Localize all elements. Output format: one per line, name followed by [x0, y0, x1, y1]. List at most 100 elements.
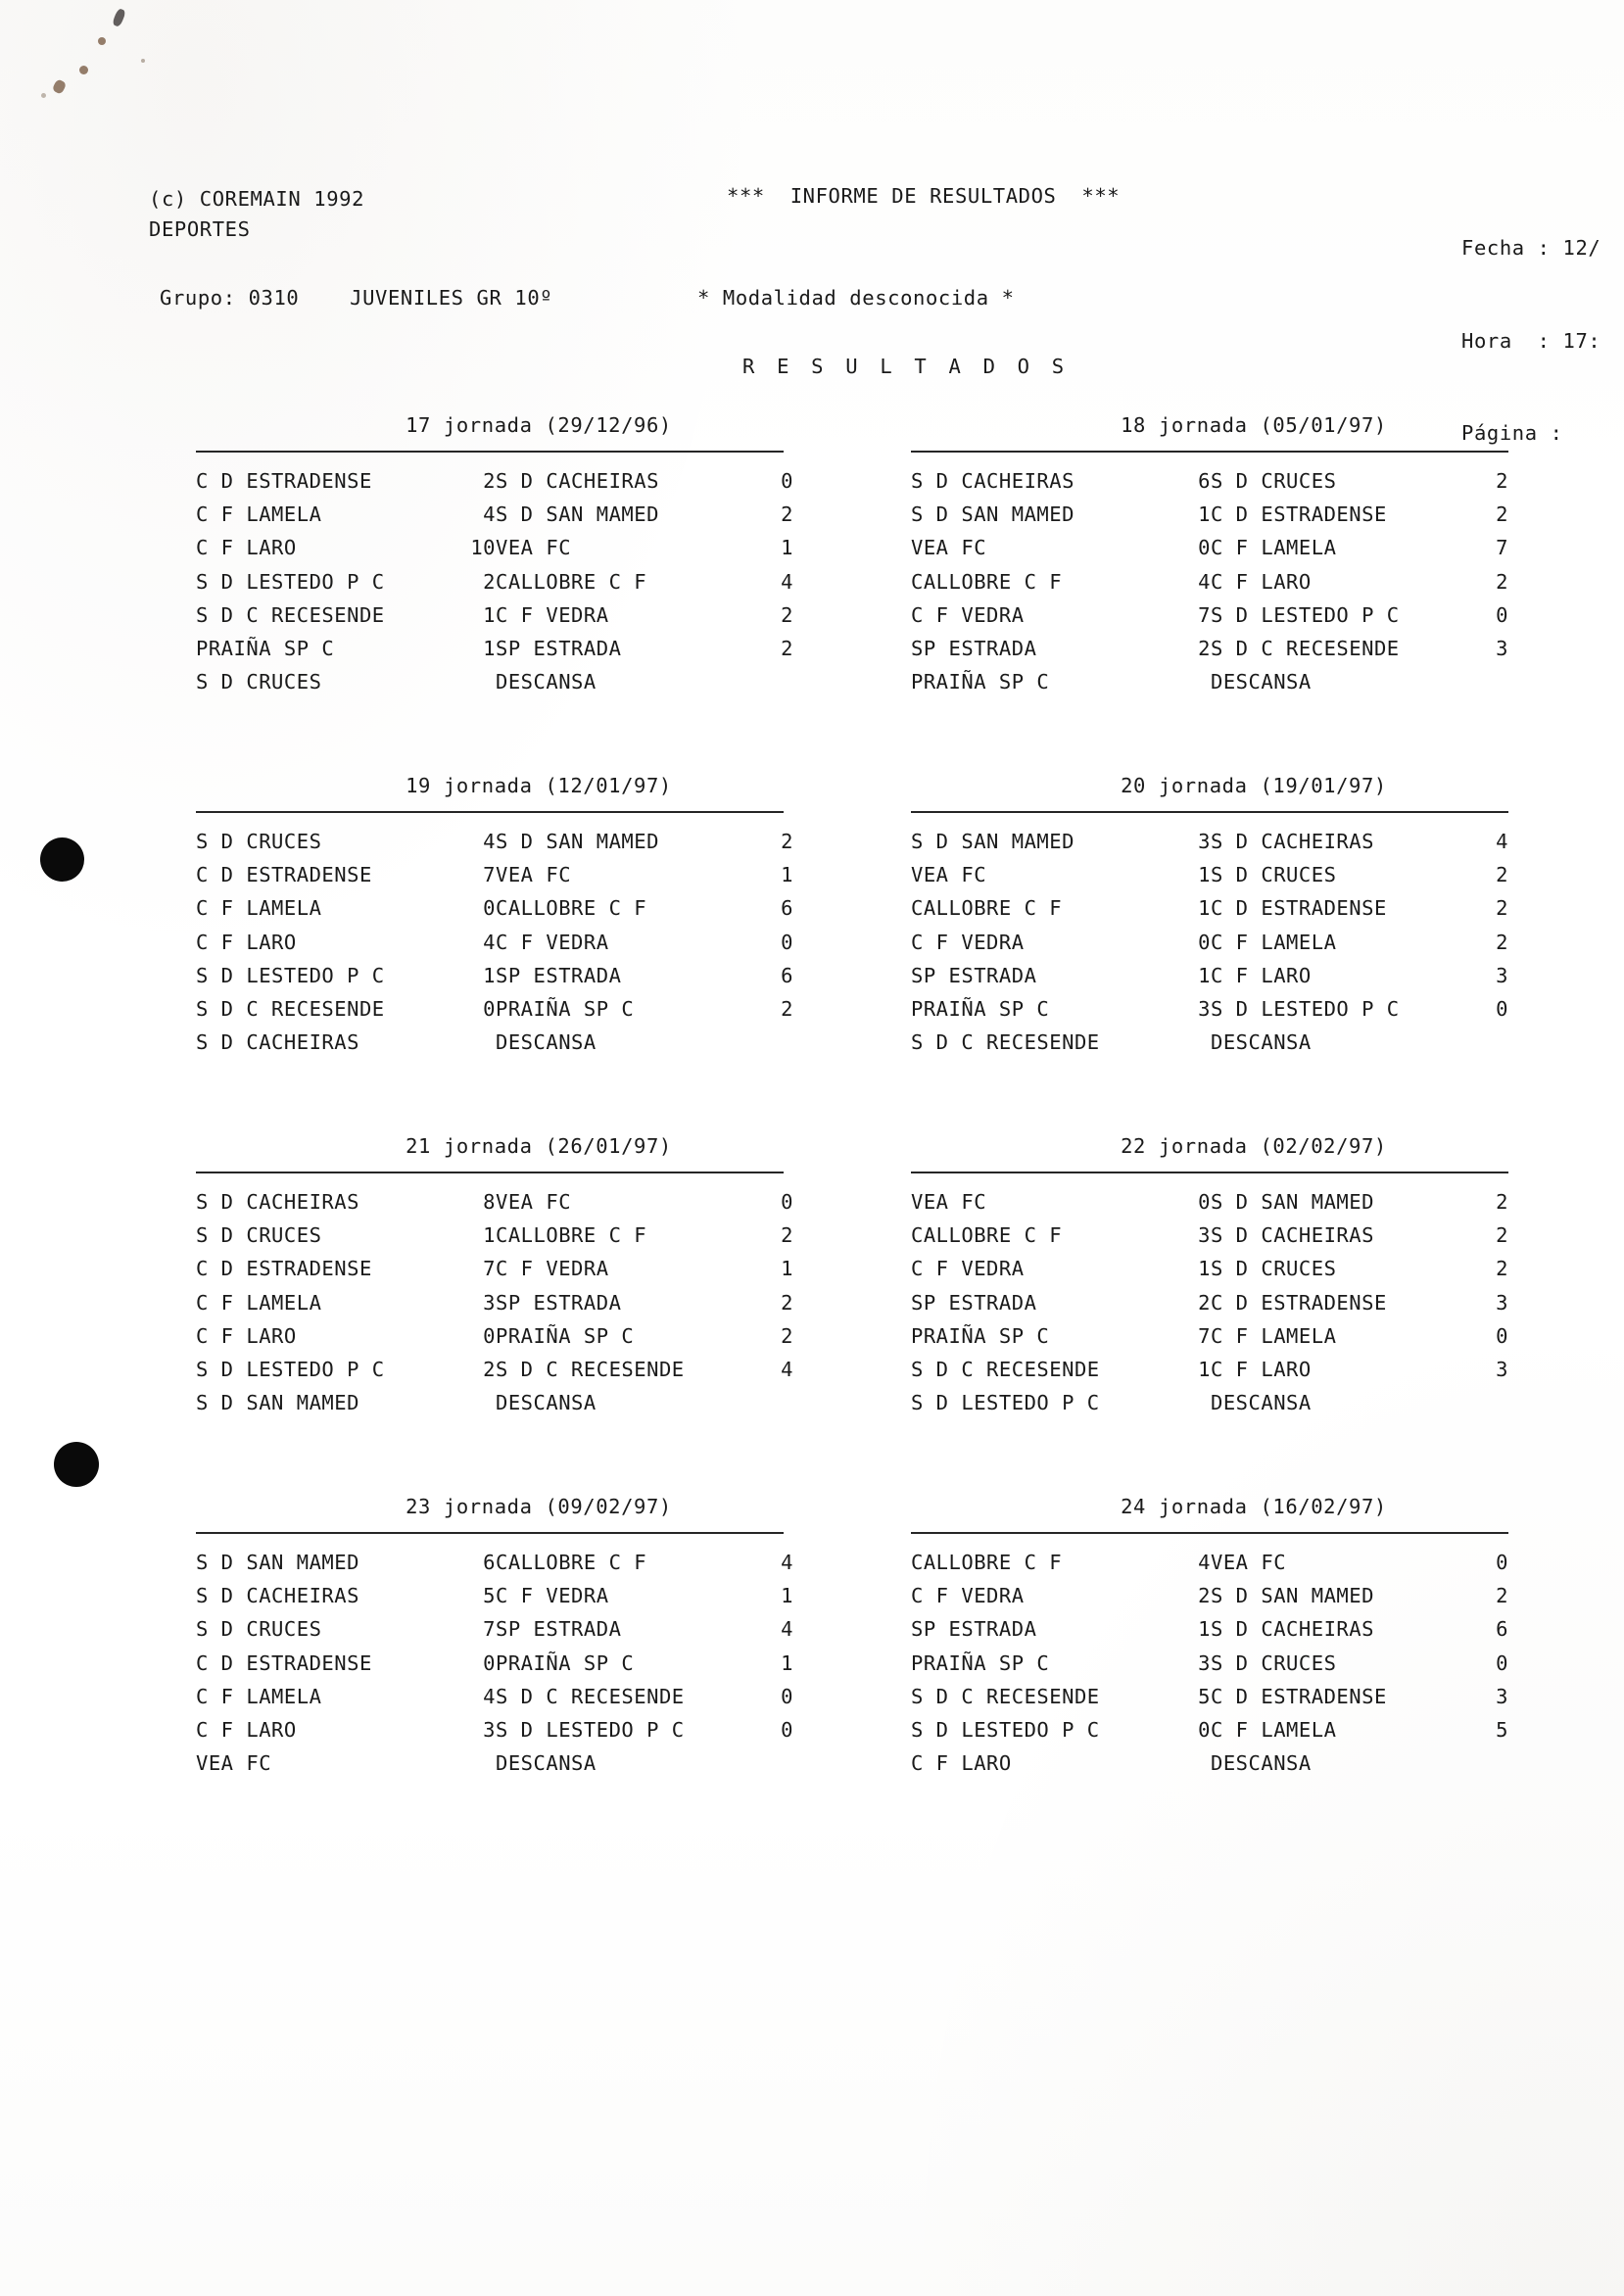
table-row: PRAIÑA SP C 7 C F LAMELA 0	[911, 1324, 1508, 1358]
home-team: C D ESTRADENSE	[196, 1650, 372, 1675]
home-goals: 1	[483, 602, 496, 627]
home-goals: 1	[483, 963, 496, 987]
jornada-block: 17 jornada (29/12/96) C D ESTRADENSE 2 S…	[196, 413, 793, 703]
home-goals: 1	[1198, 1357, 1211, 1381]
away-team: S D LESTEDO P C	[1211, 996, 1400, 1021]
away-team: CALLOBRE C F	[496, 896, 647, 921]
away-team: PRAIÑA SP C	[496, 1323, 635, 1348]
matches-table: S D SAN MAMED 6 CALLOBRE C F 4 S D CACHE…	[196, 1551, 793, 1785]
away-goals: 3	[1496, 636, 1508, 660]
punch-hole-mark	[54, 1442, 99, 1487]
away-team: C F LAMELA	[1211, 536, 1337, 560]
table-row: VEA FC 1 S D CRUCES 2	[911, 863, 1508, 896]
away-goals: 2	[781, 996, 793, 1021]
home-team: CALLOBRE C F	[911, 569, 1063, 594]
table-row: S D C RECESENDE 5 C D ESTRADENSE 3	[911, 1685, 1508, 1718]
rest-team: S D CRUCES	[196, 670, 322, 694]
home-team: C F VEDRA	[911, 1257, 1025, 1281]
home-goals: 3	[1198, 830, 1211, 853]
away-team: S D C RECESENDE	[496, 1684, 685, 1708]
modalidad-note: * Modalidad desconocida *	[697, 286, 1015, 310]
away-team: S D C RECESENDE	[1211, 636, 1400, 660]
table-row: CALLOBRE C F 1 C D ESTRADENSE 2	[911, 896, 1508, 930]
home-team: S D C RECESENDE	[196, 996, 385, 1021]
home-goals: 2	[483, 469, 496, 493]
jornada-title: 19 jornada (12/01/97)	[406, 774, 672, 797]
rest-team: S D LESTEDO P C	[911, 1391, 1100, 1415]
scan-speck	[41, 93, 46, 98]
section-title: R E S U L T A D O S	[742, 355, 1070, 378]
jornada-divider	[196, 451, 784, 453]
away-goals: 4	[781, 1551, 793, 1574]
pagina-label: Página :	[1461, 421, 1563, 445]
home-team: C F LAMELA	[196, 1290, 322, 1315]
table-row: S D CRUCES 7 SP ESTRADA 4	[196, 1617, 793, 1650]
table-row: C F VEDRA 7 S D LESTEDO P C 0	[911, 603, 1508, 637]
home-team: SP ESTRADA	[911, 1617, 1037, 1642]
jornada-block: 21 jornada (26/01/97) S D CACHEIRAS 8 VE…	[196, 1134, 793, 1424]
matches-table: VEA FC 0 S D SAN MAMED 2 CALLOBRE C F 3 …	[911, 1190, 1508, 1424]
home-goals: 1	[1198, 863, 1211, 887]
away-goals: 7	[1496, 536, 1508, 560]
jornada-divider	[196, 1532, 784, 1534]
away-team: VEA FC	[496, 1190, 572, 1214]
home-team: S D CRUCES	[196, 830, 322, 853]
away-goals: 2	[781, 502, 793, 527]
report-copyright: (c) COREMAIN 1992 DEPORTES	[149, 184, 364, 245]
home-goals: 5	[1198, 1684, 1211, 1708]
rest-spacer	[1177, 1030, 1211, 1064]
away-goals: 2	[781, 1323, 793, 1348]
report-title: *** INFORME DE RESULTADOS ***	[727, 184, 1121, 208]
home-team: C F VEDRA	[911, 602, 1025, 627]
away-goals: 4	[781, 1617, 793, 1642]
home-goals: 2	[483, 1357, 496, 1381]
away-goals: 2	[781, 1290, 793, 1315]
jornada-pair: 19 jornada (12/01/97) S D CRUCES 4 S D S…	[0, 774, 1624, 1134]
matches-table: S D SAN MAMED 3 S D CACHEIRAS 4 VEA FC 1…	[911, 830, 1508, 1064]
away-goals: 2	[1496, 569, 1508, 594]
away-goals: 4	[781, 569, 793, 594]
away-team: SP ESTRADA	[496, 963, 622, 987]
away-team: S D CACHEIRAS	[1211, 1617, 1374, 1642]
home-team: C F VEDRA	[911, 930, 1025, 954]
away-team: CALLOBRE C F	[496, 1223, 647, 1248]
away-goals: 0	[1496, 1551, 1508, 1574]
jornada-title: 17 jornada (29/12/96)	[406, 413, 672, 437]
copyright-line-1: (c) COREMAIN 1992	[149, 187, 365, 211]
away-team: SP ESTRADA	[496, 636, 622, 660]
home-team: C F LAMELA	[196, 502, 322, 527]
rest-row: S D CACHEIRAS DESCANSA	[196, 1030, 793, 1064]
away-goals: 6	[1496, 1617, 1508, 1642]
descansa-label: DESCANSA	[496, 1751, 597, 1776]
table-row: C F LAMELA 3 SP ESTRADA 2	[196, 1291, 793, 1324]
away-team: S D CRUCES	[1211, 863, 1337, 887]
rest-team: S D CACHEIRAS	[196, 1030, 359, 1055]
away-goals: 2	[781, 830, 793, 853]
matches-table: C D ESTRADENSE 2 S D CACHEIRAS 0 C F LAM…	[196, 469, 793, 703]
home-team: C F VEDRA	[911, 1584, 1025, 1608]
scan-speck	[79, 66, 88, 74]
away-goals: 0	[781, 1190, 793, 1214]
table-row: S D CACHEIRAS 6 S D CRUCES 2	[911, 469, 1508, 502]
away-goals: 0	[781, 469, 793, 493]
fecha-label: Fecha : 12/	[1461, 236, 1601, 260]
jornada-divider	[196, 811, 784, 813]
away-team: C D ESTRADENSE	[1211, 896, 1387, 921]
jornada-title: 24 jornada (16/02/97)	[1121, 1495, 1387, 1518]
away-team: C F LAMELA	[1211, 1323, 1337, 1348]
group-line: Grupo: 0310 JUVENILES GR 10º	[160, 286, 553, 310]
table-row: CALLOBRE C F 3 S D CACHEIRAS 2	[911, 1223, 1508, 1257]
jornada-pair: 17 jornada (29/12/96) C D ESTRADENSE 2 S…	[0, 413, 1624, 774]
away-team: PRAIÑA SP C	[496, 1650, 635, 1675]
away-goals: 6	[781, 963, 793, 987]
away-team: C F LARO	[1211, 569, 1312, 594]
away-team: C D ESTRADENSE	[1211, 1290, 1387, 1315]
table-row: SP ESTRADA 1 C F LARO 3	[911, 964, 1508, 997]
jornada-title: 23 jornada (09/02/97)	[406, 1495, 672, 1518]
table-row: C D ESTRADENSE 0 PRAIÑA SP C 1	[196, 1651, 793, 1685]
jornada-divider	[911, 1532, 1508, 1534]
home-goals: 1	[483, 1223, 496, 1248]
rest-row: VEA FC DESCANSA	[196, 1751, 793, 1785]
home-goals: 1	[1198, 502, 1211, 527]
